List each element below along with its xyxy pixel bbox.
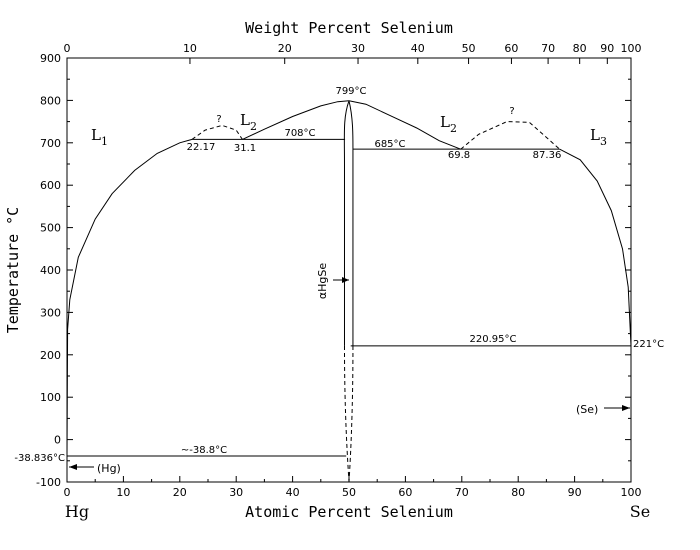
region-l2-left: L2 bbox=[240, 111, 257, 133]
top-axis-title: Weight Percent Selenium bbox=[245, 19, 453, 37]
label-685: 685°C bbox=[374, 139, 405, 150]
top-tick-label: 30 bbox=[351, 42, 365, 55]
label-31-1: 31.1 bbox=[234, 143, 256, 154]
axis-tick-labels: 0 10 20 30 40 50 60 70 80 90 100 0 10 20 30 40 50 60 70 80 9… bbox=[36, 42, 641, 499]
x-tick-label: 10 bbox=[116, 486, 130, 499]
liquidus-right bbox=[559, 148, 632, 346]
x-tick-label: 100 bbox=[621, 486, 642, 499]
bottom-axis-title: Atomic Percent Selenium bbox=[245, 503, 453, 521]
y-tick-label: 300 bbox=[40, 306, 61, 319]
compound-arrow-head bbox=[342, 277, 349, 283]
liquidus-left bbox=[66, 138, 193, 457]
x-tick-label: 90 bbox=[568, 486, 582, 499]
compound-left-boundary bbox=[343, 100, 350, 346]
liquidus-mid-left bbox=[242, 100, 350, 140]
y-tick-label: 800 bbox=[40, 94, 61, 107]
right-element-label: Se bbox=[630, 502, 650, 521]
compound-left-dashed bbox=[343, 345, 350, 483]
label-799: 799°C bbox=[335, 86, 366, 97]
x-tick-label: 0 bbox=[64, 486, 71, 499]
hg-arrow-head bbox=[69, 464, 77, 470]
se-solid-label: (Se) bbox=[576, 403, 598, 416]
region-l2-right: L2 bbox=[440, 113, 457, 135]
y-tick-label: 100 bbox=[40, 391, 61, 404]
plot-frame bbox=[66, 57, 632, 483]
top-tick-label: 80 bbox=[573, 42, 587, 55]
label-708: 708°C bbox=[284, 128, 315, 139]
x-tick-label: 20 bbox=[173, 486, 187, 499]
top-tick-label: 50 bbox=[462, 42, 476, 55]
left-element-label: Hg bbox=[65, 502, 89, 521]
y-tick-label: 900 bbox=[40, 52, 61, 65]
x-tick-label: 80 bbox=[511, 486, 525, 499]
x-tick-label: 60 bbox=[398, 486, 412, 499]
hg-solid-label: (Hg) bbox=[97, 462, 121, 475]
x-tick-label: 70 bbox=[455, 486, 469, 499]
compound-label: αHgSe bbox=[316, 263, 329, 299]
top-tick-label: 20 bbox=[278, 42, 292, 55]
top-tick-label: 100 bbox=[621, 42, 642, 55]
y-tick-label: 700 bbox=[40, 137, 61, 150]
label-87-36: 87.36 bbox=[533, 150, 562, 161]
label-minus-38-836: -38.836°C bbox=[14, 453, 65, 464]
y-tick-label: -100 bbox=[36, 476, 61, 489]
phase-boundaries bbox=[66, 100, 632, 483]
top-tick-label: 70 bbox=[541, 42, 555, 55]
label-22-17: 22.17 bbox=[187, 142, 216, 153]
axis-ticks bbox=[66, 57, 632, 483]
label-221: 221°C bbox=[633, 339, 664, 350]
y-tick-label: 200 bbox=[40, 349, 61, 362]
top-tick-label: 60 bbox=[504, 42, 518, 55]
question-mark-right: ? bbox=[509, 106, 514, 117]
region-l1: L1 bbox=[91, 126, 108, 148]
miscibility-gap-right bbox=[460, 121, 561, 150]
top-tick-label: 90 bbox=[600, 42, 614, 55]
region-l3: L3 bbox=[590, 126, 607, 148]
top-tick-label: 10 bbox=[183, 42, 197, 55]
se-arrow-head bbox=[622, 405, 630, 411]
top-tick-label: 0 bbox=[64, 42, 71, 55]
miscibility-gap-left bbox=[191, 124, 243, 140]
y-tick-label: 0 bbox=[54, 434, 61, 447]
liquidus-mid-right bbox=[348, 100, 461, 150]
question-mark-left: ? bbox=[216, 114, 221, 125]
compound-right-dashed bbox=[348, 345, 354, 483]
y-tick-label: 400 bbox=[40, 264, 61, 277]
y-tick-label: 500 bbox=[40, 222, 61, 235]
x-tick-label: 50 bbox=[342, 486, 356, 499]
y-axis-title: Temperature °C bbox=[4, 207, 22, 333]
label-69-8: 69.8 bbox=[448, 150, 470, 161]
compound-right-boundary bbox=[348, 100, 354, 346]
label-minus-38-8: ~-38.8°C bbox=[181, 445, 227, 456]
x-tick-label: 40 bbox=[286, 486, 300, 499]
x-tick-label: 30 bbox=[229, 486, 243, 499]
y-tick-label: 600 bbox=[40, 179, 61, 192]
label-220-95: 220.95°C bbox=[470, 334, 517, 345]
top-tick-label: 40 bbox=[411, 42, 425, 55]
